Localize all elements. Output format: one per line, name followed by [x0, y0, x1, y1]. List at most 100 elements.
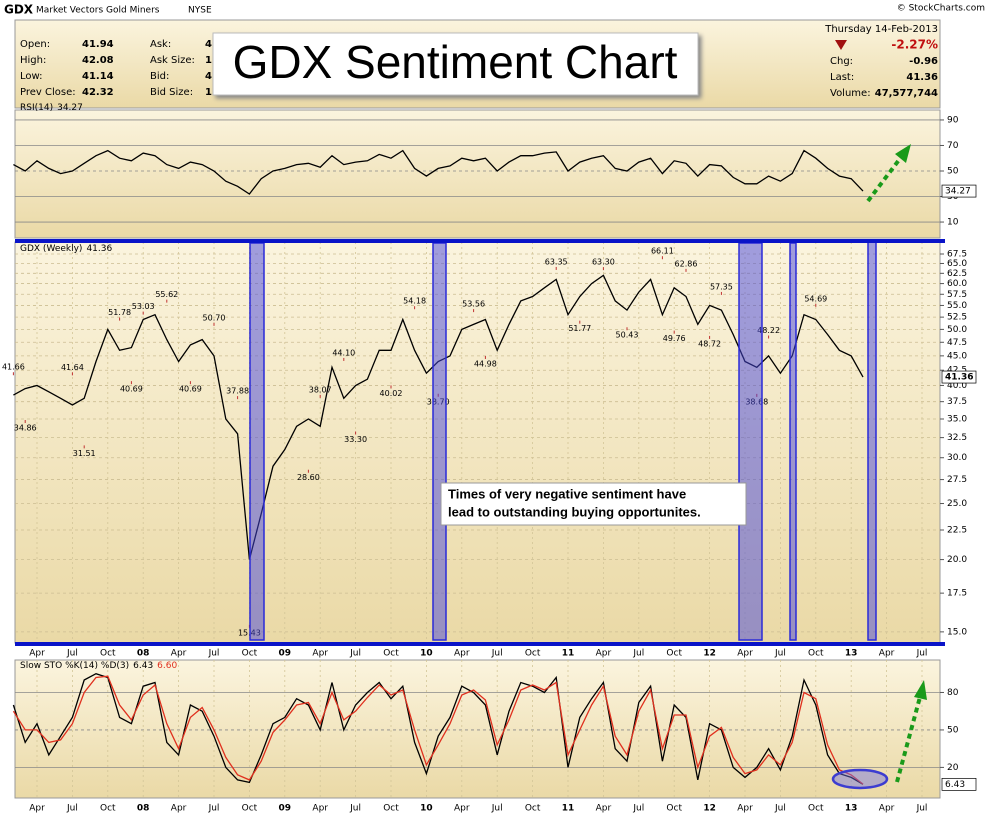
field-value: 41.36 — [906, 72, 938, 83]
annotation: Times of very negative sentiment have — [448, 486, 686, 501]
change-pct: -2.27% — [891, 38, 938, 52]
x-tick-label: Oct — [666, 649, 682, 659]
series-line — [12, 672, 864, 785]
y-tick-label: 15.0 — [947, 627, 967, 637]
x-tick-label: Apr — [171, 804, 187, 814]
field-value: 47,577,744 — [875, 88, 938, 99]
sto-panel — [14, 659, 941, 799]
legend-last: 6.43 — [133, 661, 153, 671]
extreme-label: 40.02 — [380, 389, 403, 398]
x-tick-label: Apr — [171, 649, 187, 659]
x-tick-label: Jul — [208, 804, 220, 814]
field-value: 42.32 — [82, 87, 114, 98]
x-tick-label: Jul — [349, 804, 361, 814]
band — [738, 242, 763, 641]
y-tick-label: 45.0 — [947, 351, 967, 361]
y-tick-label: 80 — [947, 688, 959, 698]
legend-name: RSI(14) — [20, 103, 53, 113]
y-tick-label: 17.5 — [947, 589, 967, 599]
y-tick-label: 50 — [947, 167, 959, 177]
extreme-label: 37.88 — [226, 387, 249, 396]
x-tick-label: Apr — [29, 649, 45, 659]
extreme-label: 66.11 — [651, 247, 674, 256]
arrow-head — [895, 144, 911, 163]
y-tick-label: 40.0 — [947, 381, 967, 391]
field-label: Prev Close: — [20, 87, 76, 98]
x-tick-label: Apr — [454, 804, 470, 814]
y-tick-label: 60.0 — [947, 279, 967, 289]
x-tick-label: 09 — [279, 804, 292, 814]
x-tick-label: Jul — [916, 804, 928, 814]
extreme-label: 49.76 — [663, 334, 686, 343]
y-tick-label: 70 — [947, 141, 959, 151]
company: Market Vectors Gold Miners — [36, 6, 160, 16]
x-tick-label: Apr — [879, 649, 895, 659]
x-tick-label: 08 — [137, 649, 150, 659]
y-tick-label: 32.5 — [947, 433, 967, 443]
x-tick-label: Apr — [737, 649, 753, 659]
legend: RSI(14) 34.27 — [20, 103, 83, 113]
extreme-label: 53.03 — [132, 302, 155, 311]
down-arrow — [835, 40, 847, 50]
field-label: Volume: — [830, 88, 871, 99]
extreme-label: 48.22 — [757, 326, 780, 335]
last-value-box — [941, 777, 977, 791]
field-label: Bid: — [150, 71, 169, 82]
extreme-label: 33.30 — [344, 435, 367, 444]
x-tick-label: Apr — [737, 804, 753, 814]
series-line — [13, 149, 864, 195]
field-value: 42.08 — [82, 55, 114, 66]
extreme-label: 38.07 — [309, 385, 332, 394]
field-label: Bid Size: — [150, 87, 193, 98]
x-tick-label: Apr — [312, 804, 328, 814]
y-tick-label: 30.0 — [947, 453, 967, 463]
extreme-label: 41.64 — [61, 363, 84, 372]
extreme-label: 54.69 — [804, 294, 827, 303]
x-tick-label: Jul — [774, 804, 786, 814]
x-tick-label: Apr — [312, 649, 328, 659]
band — [432, 242, 447, 641]
x-tick-label: Apr — [454, 649, 470, 659]
y-tick-label: 20.0 — [947, 555, 967, 565]
y-tick-label: 65.0 — [947, 259, 967, 269]
last-value-box — [941, 370, 977, 384]
extreme-label: 40.69 — [120, 385, 143, 394]
arrow-head — [914, 680, 927, 700]
x-tick-label: Jul — [349, 649, 361, 659]
x-tick-label: Oct — [808, 649, 824, 659]
y-tick-label: 55.0 — [947, 301, 967, 311]
x-tick-label: Jul — [916, 649, 928, 659]
y-tick-label: 25.0 — [947, 499, 967, 509]
last-value: 6.43 — [945, 780, 965, 790]
y-tick-label: 50 — [947, 725, 959, 735]
x-tick-label: Jul — [208, 649, 220, 659]
extreme-label: 48.72 — [698, 339, 721, 348]
band — [789, 242, 797, 641]
extreme-label: 54.18 — [403, 297, 426, 306]
field-label: Ask Size: — [150, 55, 195, 66]
extreme-label: 41.66 — [2, 363, 25, 372]
extreme-label: 53.56 — [462, 300, 485, 309]
field-label: Chg: — [830, 56, 853, 67]
x-tick-label: Jul — [491, 804, 503, 814]
x-tick-label: Oct — [242, 649, 258, 659]
x-tick-label: 11 — [562, 649, 575, 659]
extreme-label: 51.77 — [568, 324, 591, 333]
x-tick-label: Oct — [525, 649, 541, 659]
series-line — [12, 675, 864, 785]
last-value-box — [941, 184, 977, 198]
x-tick-label: 10 — [420, 804, 433, 814]
field-value: 41.14 — [82, 71, 114, 82]
band — [249, 242, 265, 641]
arrow-shaft — [895, 696, 922, 783]
x-tick-label: Oct — [242, 804, 258, 814]
highlight-ellipse — [831, 768, 889, 790]
x-tick-label: 12 — [703, 804, 716, 814]
band — [867, 239, 877, 641]
x-tick-label: Jul — [66, 649, 78, 659]
field-value: 41.94 — [82, 39, 114, 50]
symbol: GDX — [4, 3, 34, 17]
field-value: -0.96 — [909, 56, 938, 67]
title-box — [212, 32, 699, 96]
